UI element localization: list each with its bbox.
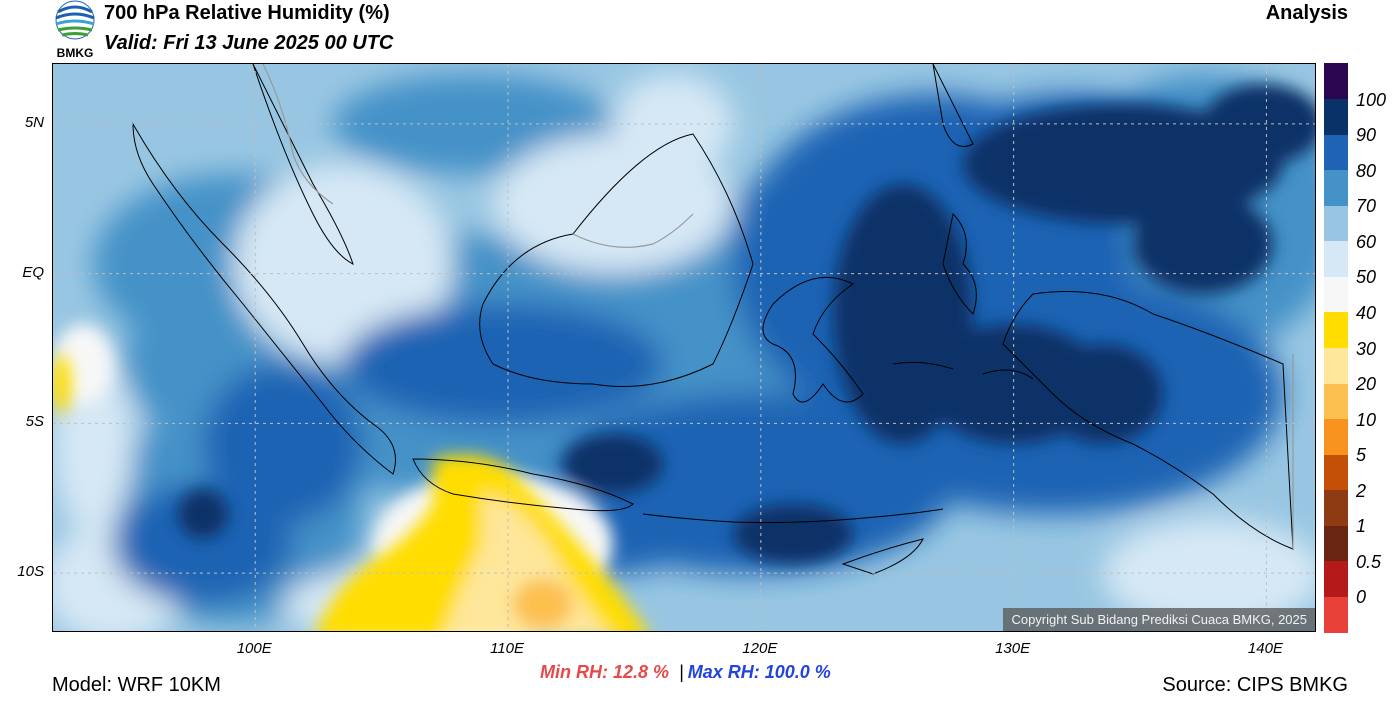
colorbar-segment bbox=[1324, 134, 1348, 171]
colorbar-label: 1 bbox=[1356, 516, 1367, 537]
min-rh: Min RH: 12.8 % bbox=[540, 662, 670, 682]
colorbar-label: 0 bbox=[1356, 587, 1367, 608]
colorbar-label: 80 bbox=[1356, 160, 1377, 181]
rh-stats: Min RH: 12.8 % | Max RH: 100.0 % bbox=[540, 662, 831, 683]
colorbar-label: 60 bbox=[1356, 231, 1377, 252]
copyright-notice: Copyright Sub Bidang Prediksi Cuaca BMKG… bbox=[1003, 608, 1315, 631]
lat-tick-label: EQ bbox=[22, 263, 44, 281]
stats-separator: | bbox=[679, 662, 684, 682]
logo-text: BMKG bbox=[57, 46, 94, 60]
lon-tick-label: 100E bbox=[236, 640, 272, 657]
max-rh: Max RH: 100.0 % bbox=[687, 662, 831, 682]
borders bbox=[262, 64, 1294, 549]
colorbar bbox=[1324, 63, 1348, 633]
colorbar-segment bbox=[1324, 169, 1348, 206]
chart-title: 700 hPa Relative Humidity (%) bbox=[104, 2, 390, 24]
colorbar-label: 30 bbox=[1356, 338, 1377, 359]
source-label: Source: CIPS BMKG bbox=[1162, 674, 1348, 696]
humidity-field-svg bbox=[53, 64, 1315, 631]
colorbar-label: 50 bbox=[1356, 267, 1377, 288]
lon-tick-label: 120E bbox=[742, 640, 778, 657]
lon-tick-label: 130E bbox=[995, 640, 1031, 657]
colorbar-label: 90 bbox=[1356, 125, 1377, 146]
colorbar-segment bbox=[1324, 205, 1348, 242]
colorbar-segment bbox=[1324, 240, 1348, 277]
colorbar-segment bbox=[1324, 560, 1348, 597]
lon-tick-label: 110E bbox=[490, 640, 524, 657]
colorbar-label: 5 bbox=[1356, 445, 1367, 466]
colorbar-segment bbox=[1324, 311, 1348, 348]
colorbar-segment bbox=[1324, 418, 1348, 455]
colorbar-segment bbox=[1324, 525, 1348, 562]
coastlines bbox=[132, 64, 1294, 575]
analysis-label: Analysis bbox=[1265, 2, 1348, 24]
valid-time: Valid: Fri 13 June 2025 00 UTC bbox=[104, 32, 394, 54]
graticule bbox=[53, 64, 1315, 631]
colorbar-segment bbox=[1324, 276, 1348, 313]
colorbar-label: 0.5 bbox=[1356, 551, 1382, 572]
humidity-map: Copyright Sub Bidang Prediksi Cuaca BMKG… bbox=[52, 63, 1316, 632]
lat-tick-label: 10S bbox=[17, 563, 44, 581]
colorbar-label: 2 bbox=[1356, 480, 1367, 501]
colorbar-segment bbox=[1324, 454, 1348, 491]
colorbar-label: 100 bbox=[1356, 89, 1387, 110]
colorbar-segment bbox=[1324, 98, 1348, 135]
rh-dry-tongue bbox=[53, 354, 648, 631]
lat-tick-label: 5N bbox=[24, 113, 44, 131]
bmkg-logo: BMKG bbox=[52, 0, 98, 60]
colorbar-segment bbox=[1324, 596, 1348, 633]
model-label: Model: WRF 10KM bbox=[52, 674, 221, 696]
colorbar-segment bbox=[1324, 489, 1348, 526]
colorbar-segment bbox=[1324, 63, 1348, 100]
colorbar-segment bbox=[1324, 347, 1348, 384]
colorbar-label: 70 bbox=[1356, 196, 1377, 217]
colorbar-segment bbox=[1324, 383, 1348, 420]
colorbar-label: 10 bbox=[1356, 409, 1377, 430]
lon-tick-label: 140E bbox=[1247, 640, 1283, 657]
colorbar-label: 20 bbox=[1356, 374, 1377, 395]
lat-tick-label: 5S bbox=[25, 413, 44, 431]
colorbar-label: 40 bbox=[1356, 302, 1377, 323]
